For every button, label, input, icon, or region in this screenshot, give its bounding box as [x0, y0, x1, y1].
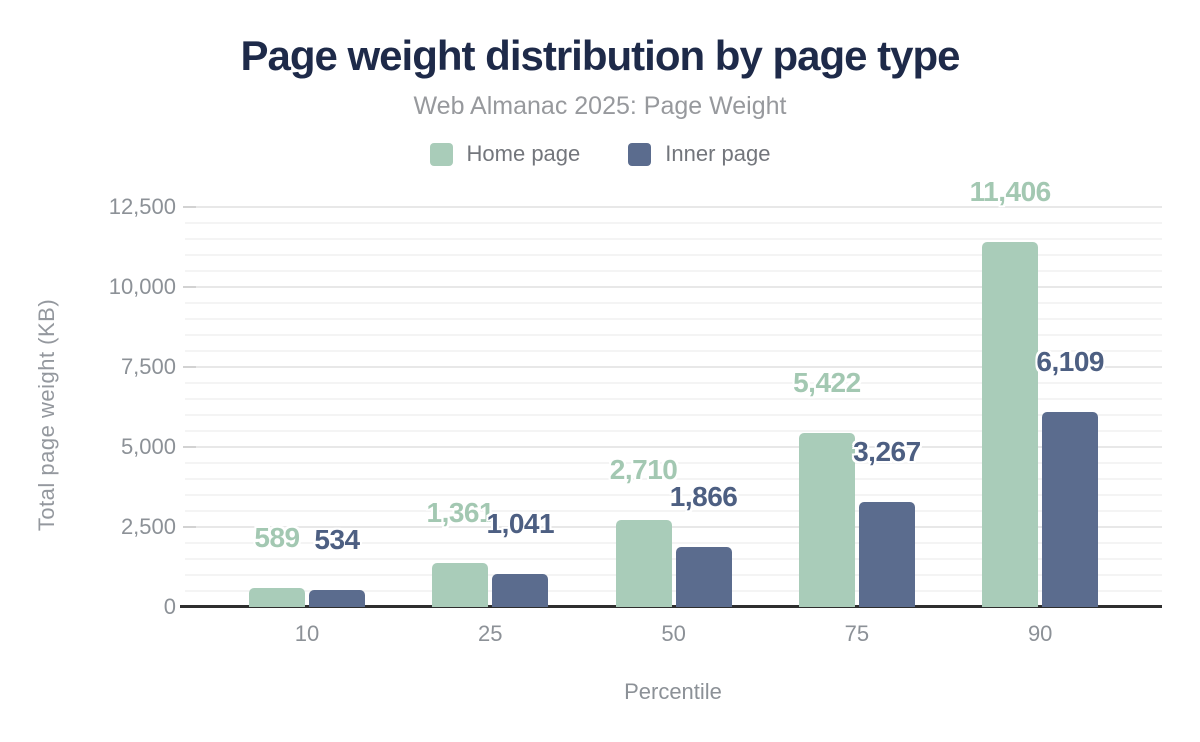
- bar-value-inner-page-p75: 3,267: [853, 436, 921, 468]
- gridline-minor: [185, 494, 1162, 496]
- bar-value-inner-page-p90: 6,109: [1036, 345, 1104, 377]
- y-tick-label: 10,000: [108, 274, 176, 299]
- gridline-minor: [185, 574, 1162, 576]
- bar-value-inner-page-p25: 1,041: [486, 507, 555, 539]
- gridline-major: [185, 366, 1162, 368]
- gridline-minor: [185, 414, 1162, 416]
- x-tick-label-75: 75: [844, 621, 870, 646]
- legend: Home page Inner page: [0, 141, 1200, 167]
- y-tick-label: 0: [163, 594, 176, 619]
- bar-home-page-p50[interactable]: [615, 520, 672, 607]
- bar-inner-page-p90[interactable]: [1042, 411, 1099, 607]
- gridline-minor: [185, 542, 1162, 544]
- y-tick-mark: [183, 286, 196, 288]
- y-tick-label: 12,500: [108, 194, 176, 219]
- gridline-minor: [185, 254, 1162, 256]
- x-axis-title: Percentile: [624, 679, 722, 704]
- bar-inner-page-p50[interactable]: [675, 547, 732, 607]
- y-tick-label: 5,000: [120, 434, 176, 459]
- chart-header: Page weight distribution by page type We…: [0, 0, 1200, 167]
- legend-label-inner-page: Inner page: [665, 141, 771, 166]
- legend-label-home-page: Home page: [466, 141, 581, 166]
- gridline-minor: [185, 350, 1162, 352]
- y-tick-mark: [183, 206, 196, 208]
- gridline-minor: [185, 238, 1162, 240]
- y-axis-title: Total page weight (KB): [34, 298, 59, 532]
- inner-page-swatch-icon: [628, 142, 652, 166]
- home-page-swatch-icon: [429, 142, 453, 166]
- bar-value-home-page-p25: 1,361: [426, 497, 495, 529]
- gridline-minor: [185, 478, 1162, 480]
- x-tick-label-50: 50: [661, 621, 686, 646]
- bar-value-inner-page-p50: 1,866: [669, 481, 738, 513]
- gridline-minor: [185, 270, 1162, 272]
- bar-value-inner-page-p10: 534: [314, 523, 360, 555]
- gridline-minor: [185, 510, 1162, 512]
- gridline-minor: [185, 462, 1162, 464]
- y-tick-mark: [183, 446, 196, 448]
- gridline-minor: [185, 318, 1162, 320]
- bar-value-home-page-p75: 5,422: [793, 367, 861, 399]
- gridline-minor: [185, 222, 1162, 224]
- bar-value-home-page-p10: 589: [254, 522, 300, 554]
- bar-home-page-p25[interactable]: [432, 563, 489, 607]
- bar-home-page-p90[interactable]: [982, 242, 1039, 607]
- chart-title: Page weight distribution by page type: [240, 32, 960, 79]
- bar-inner-page-p75[interactable]: [858, 502, 915, 607]
- y-tick-label: 7,500: [120, 354, 176, 379]
- x-tick-label-25: 25: [478, 621, 503, 646]
- y-tick-label: 2,500: [120, 514, 176, 539]
- bar-home-page-p75[interactable]: [798, 433, 855, 607]
- bar-value-home-page-p90: 11,406: [969, 176, 1052, 207]
- gridline-major: [185, 206, 1162, 208]
- legend-item-inner-page[interactable]: Inner page: [628, 141, 770, 167]
- bar-home-page-p10[interactable]: [249, 588, 305, 607]
- gridline-minor: [185, 382, 1162, 384]
- bar-inner-page-p25[interactable]: [492, 573, 549, 607]
- legend-item-home-page[interactable]: Home page: [429, 141, 581, 167]
- gridline-major: [185, 526, 1162, 528]
- gridline-major: [185, 286, 1162, 288]
- gridline-minor: [185, 398, 1162, 400]
- gridline-major: [185, 446, 1162, 448]
- bar-value-home-page-p50: 2,710: [609, 454, 678, 486]
- x-tick-label-10: 10: [294, 621, 320, 646]
- gridline-minor: [185, 590, 1162, 592]
- bar-inner-page-p10[interactable]: [309, 589, 365, 607]
- x-tick-label-90: 90: [1027, 621, 1053, 646]
- gridline-minor: [185, 558, 1162, 560]
- y-tick-mark: [183, 526, 196, 528]
- chart-subtitle: Web Almanac 2025: Page Weight: [413, 92, 787, 120]
- gridline-minor: [185, 334, 1162, 336]
- gridline-minor: [185, 430, 1162, 432]
- y-tick-mark: [183, 366, 196, 368]
- gridline-minor: [185, 302, 1162, 304]
